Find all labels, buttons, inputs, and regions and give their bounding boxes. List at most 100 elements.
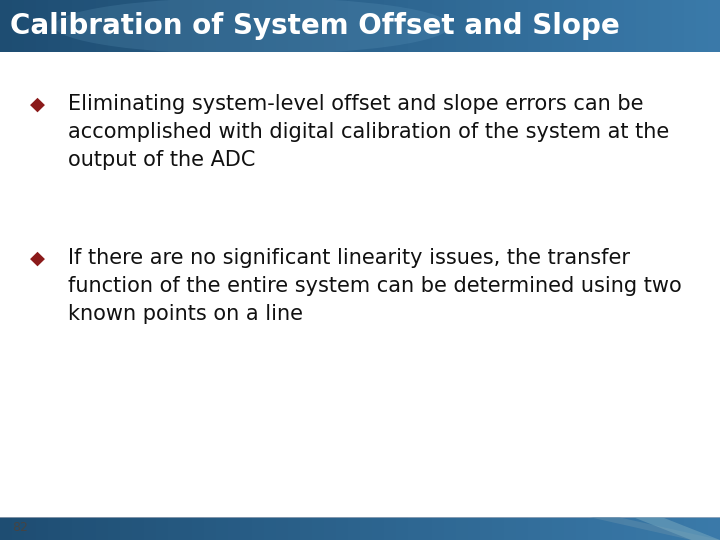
Bar <box>36 517 48 540</box>
Bar <box>708 517 720 540</box>
Bar <box>480 517 492 540</box>
Bar <box>396 0 408 52</box>
Bar <box>420 0 433 52</box>
Bar <box>144 0 156 52</box>
Bar <box>288 0 300 52</box>
Bar <box>36 0 48 52</box>
Bar <box>696 0 708 52</box>
Bar <box>564 0 577 52</box>
Bar <box>0 52 720 517</box>
Bar <box>312 517 325 540</box>
Bar <box>660 517 672 540</box>
Bar <box>612 0 624 52</box>
Bar <box>372 517 384 540</box>
Bar <box>552 0 564 52</box>
Bar <box>0 517 12 540</box>
Bar <box>444 0 456 52</box>
Bar <box>120 0 132 52</box>
Bar <box>612 517 624 540</box>
Bar <box>192 517 204 540</box>
Bar <box>60 0 73 52</box>
Bar <box>228 0 240 52</box>
Bar <box>264 0 276 52</box>
Bar <box>276 517 289 540</box>
Text: Eliminating system-level offset and slope errors can be
accomplished with digita: Eliminating system-level offset and slop… <box>68 94 670 171</box>
Bar <box>48 517 60 540</box>
Bar <box>108 517 120 540</box>
Bar <box>576 0 588 52</box>
Bar <box>84 0 96 52</box>
Bar <box>564 517 577 540</box>
Bar <box>504 0 516 52</box>
Bar <box>168 0 181 52</box>
Bar <box>120 517 132 540</box>
Bar <box>108 0 120 52</box>
Bar <box>132 0 145 52</box>
Bar <box>156 517 168 540</box>
Bar <box>180 517 192 540</box>
Bar <box>324 517 336 540</box>
Bar <box>336 517 348 540</box>
Bar <box>384 0 397 52</box>
Bar <box>348 0 361 52</box>
Bar <box>552 517 564 540</box>
Bar <box>300 517 312 540</box>
Bar <box>204 517 217 540</box>
Polygon shape <box>590 517 720 540</box>
Text: Calibration of System Offset and Slope: Calibration of System Offset and Slope <box>10 12 620 40</box>
Bar <box>384 517 397 540</box>
Bar <box>252 0 264 52</box>
Bar <box>360 0 372 52</box>
Bar <box>336 0 348 52</box>
Bar <box>312 0 325 52</box>
Text: ◆: ◆ <box>30 94 45 113</box>
Bar <box>300 0 312 52</box>
Bar <box>648 0 660 52</box>
Bar <box>240 517 253 540</box>
Bar <box>96 0 109 52</box>
Bar <box>540 0 552 52</box>
Bar <box>348 517 361 540</box>
Bar <box>588 517 600 540</box>
Bar <box>636 517 649 540</box>
Bar <box>420 517 433 540</box>
Bar <box>624 0 636 52</box>
Bar <box>504 517 516 540</box>
Bar <box>456 517 469 540</box>
Bar <box>672 0 685 52</box>
Bar <box>624 517 636 540</box>
Bar <box>240 0 253 52</box>
Bar <box>684 517 696 540</box>
Bar <box>396 517 408 540</box>
Polygon shape <box>634 517 720 540</box>
Bar <box>0 0 12 52</box>
Bar <box>492 0 505 52</box>
Bar <box>636 0 649 52</box>
Bar <box>168 517 181 540</box>
Bar <box>432 517 444 540</box>
Bar <box>468 0 480 52</box>
Bar <box>708 0 720 52</box>
Bar <box>600 517 613 540</box>
Bar <box>456 0 469 52</box>
Bar <box>24 517 37 540</box>
Bar <box>360 517 372 540</box>
Bar <box>156 0 168 52</box>
Bar <box>660 0 672 52</box>
Bar <box>228 517 240 540</box>
Bar <box>72 0 84 52</box>
Bar <box>696 517 708 540</box>
Bar <box>516 517 528 540</box>
Text: If there are no significant linearity issues, the transfer
function of the entir: If there are no significant linearity is… <box>68 248 682 325</box>
Bar <box>600 0 613 52</box>
Bar <box>84 517 96 540</box>
Bar <box>672 517 685 540</box>
Bar <box>264 517 276 540</box>
Bar <box>72 517 84 540</box>
Bar <box>192 0 204 52</box>
Bar <box>588 0 600 52</box>
Bar <box>648 517 660 540</box>
Bar <box>516 0 528 52</box>
Bar <box>96 517 109 540</box>
Bar <box>252 517 264 540</box>
